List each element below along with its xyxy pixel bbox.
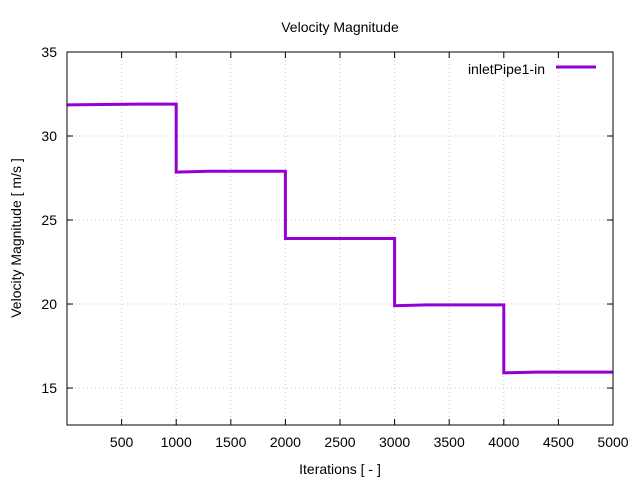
series-line [66,102,613,375]
legend: inletPipe1-in [468,61,596,77]
x-tick-label: 1500 [215,434,246,450]
y-tick-label: 15 [41,380,57,396]
axis-ticks [67,51,614,425]
x-tick-label: 4500 [543,434,574,450]
x-tick-label: 1000 [161,434,192,450]
x-tick-label: 3500 [434,434,465,450]
y-tick-label: 25 [41,212,57,228]
y-axis-label: Velocity Magnitude [ m/s ] [8,158,24,318]
y-tick-labels: 15 20 25 30 35 [41,44,57,396]
chart-title: Velocity Magnitude [281,19,399,35]
x-tick-label: 3000 [379,434,410,450]
series-lines [66,102,613,375]
x-tick-label: 4000 [488,434,519,450]
x-tick-label: 2500 [324,434,355,450]
x-tick-label: 2000 [270,434,301,450]
y-tick-label: 30 [41,128,57,144]
legend-label: inletPipe1-in [468,61,545,77]
x-tick-label: 500 [110,434,134,450]
x-axis-label: Iterations [ - ] [299,461,381,477]
y-tick-label: 35 [41,44,57,60]
y-tick-label: 20 [41,296,57,312]
x-tick-label: 5000 [597,434,628,450]
x-tick-labels: 500 1000 1500 2000 2500 3000 3500 4000 4500 5000 [110,434,629,450]
